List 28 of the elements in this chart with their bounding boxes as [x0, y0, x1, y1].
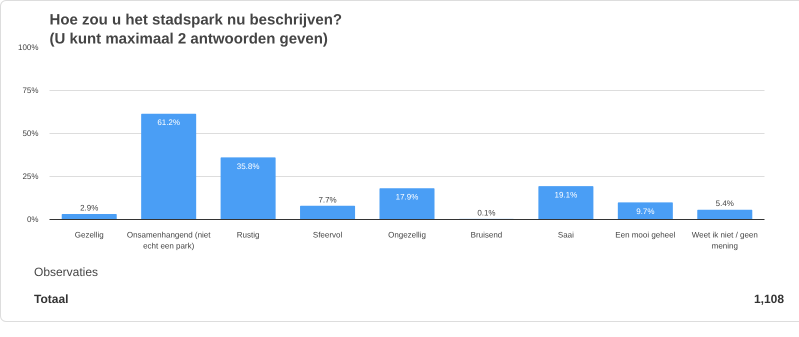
x-tick-label: Gezellig [74, 230, 104, 240]
x-tick-label: Rustig [236, 230, 260, 240]
text: Observaties [34, 264, 98, 281]
y-tick-label: 25% [22, 172, 39, 181]
x-tick-label: Een mooi geheel [615, 230, 676, 240]
data-label: 17.9% [396, 192, 418, 202]
chart-subtitle: (U kunt maximaal 2 antwoorden geven) [50, 30, 328, 48]
data-label: 61.2% [157, 118, 180, 128]
x-tick-label: Ongezellig [388, 230, 426, 240]
data-label: 7.7% [318, 195, 337, 204]
data-label: 5.4% [716, 199, 734, 208]
text: 1,108 [754, 291, 784, 308]
text: Totaal [34, 291, 68, 308]
x-tick-label: Sfeervol [312, 230, 342, 240]
data-label: 9.7% [636, 206, 654, 216]
x-tick-label: Onsamenhangend (niet echt een park) [126, 230, 212, 250]
data-label: 19.1% [554, 190, 578, 200]
x-tick-label: Saai [558, 230, 574, 240]
x-tick-label: Bruisend [470, 230, 502, 240]
data-label: 35.8% [236, 162, 260, 171]
data-label: 0.1% [477, 208, 496, 218]
data-label: 2.9% [80, 204, 98, 213]
y-tick-label: 75% [22, 86, 39, 95]
x-tick-label: Weet ik niet / geen mening [692, 230, 758, 250]
chart-title: Hoe zou u het stadspark nu beschrijven? [50, 12, 342, 28]
y-tick-label: 0% [26, 215, 38, 224]
y-tick-label: 100% [18, 43, 39, 52]
y-tick-label: 50% [22, 129, 39, 138]
